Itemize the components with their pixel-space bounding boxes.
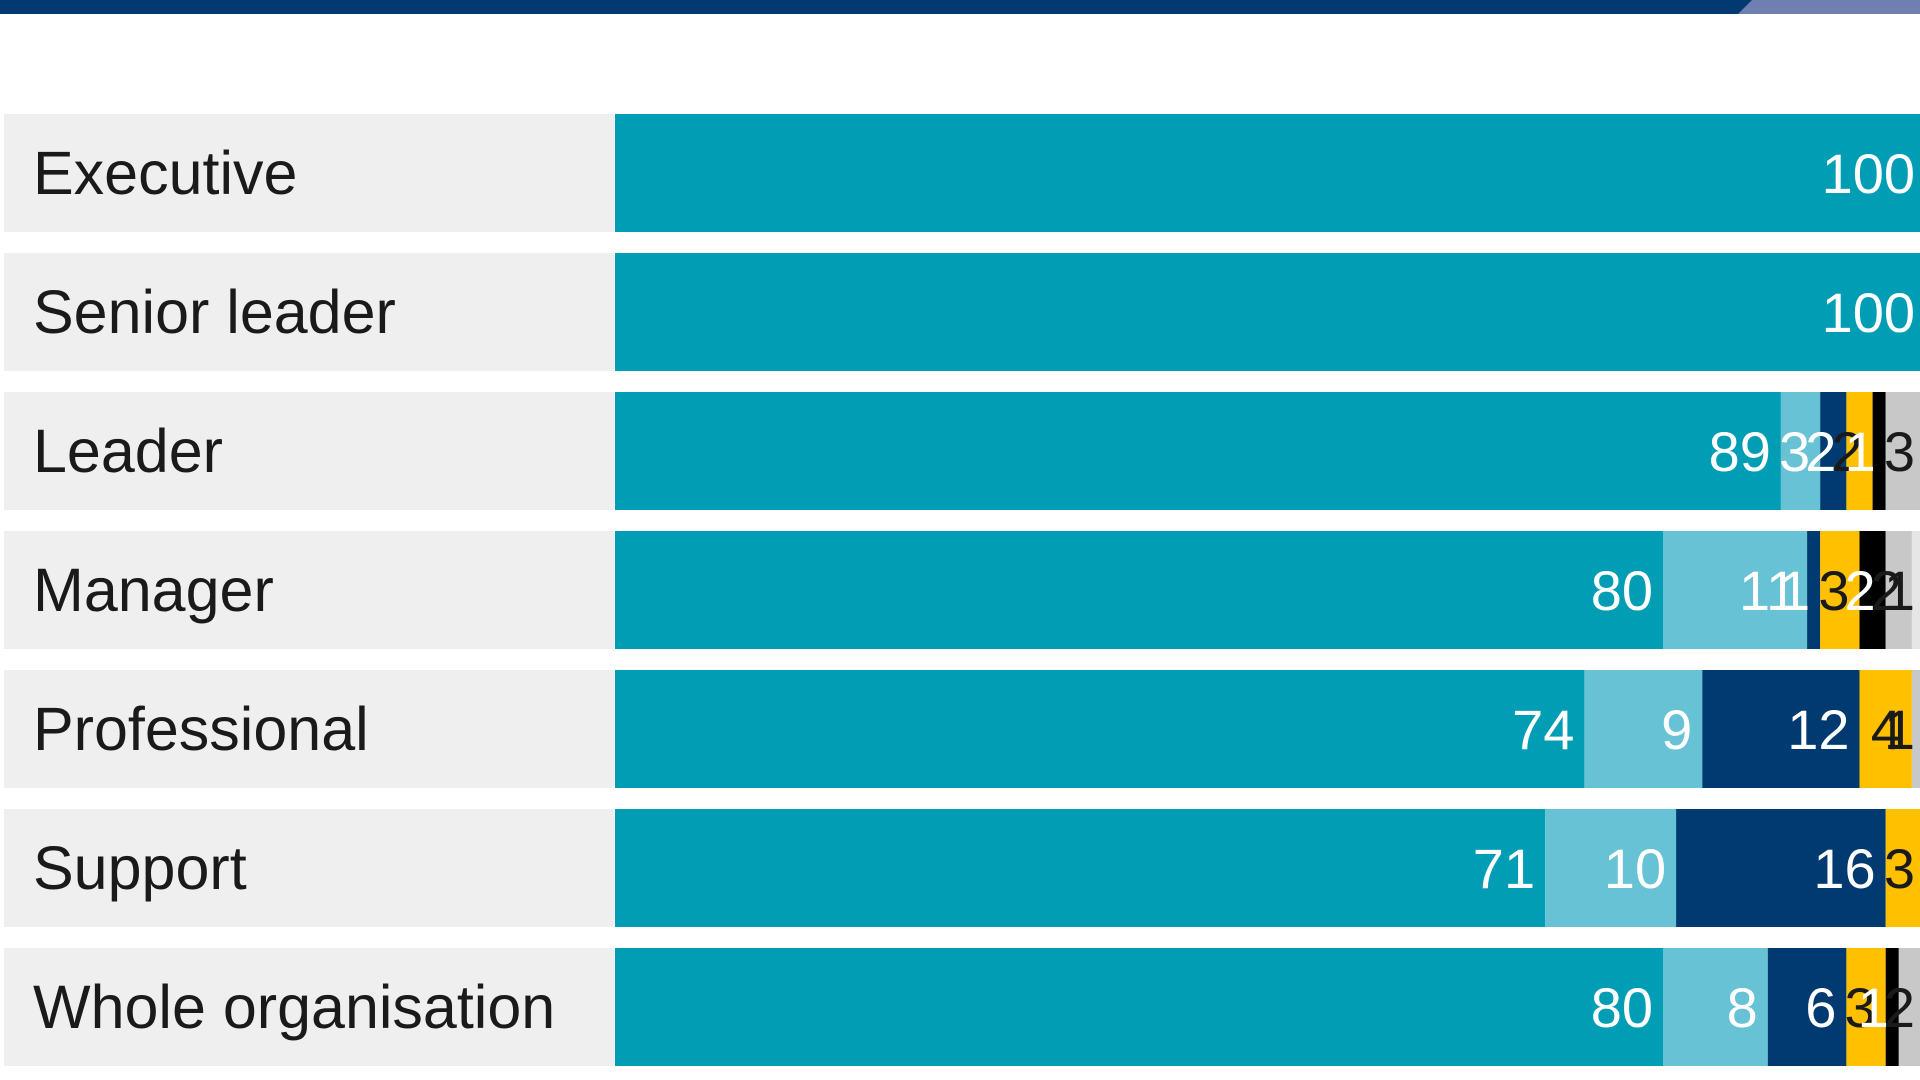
bar-segment-whole-organisation-5: [1898, 948, 1920, 1066]
row-label-bg-executive: [4, 114, 614, 232]
row-label-leader: Leader: [33, 417, 223, 485]
bar-value-label-executive-0: 100: [1822, 142, 1915, 205]
bar-value-label-manager-4: 2: [1845, 559, 1876, 622]
bar-segment-support-3: [1885, 809, 1920, 927]
bar-value-label-manager-0: 80: [1591, 559, 1653, 622]
bar-segment-manager-0: [615, 531, 1663, 649]
row-label-bg-support: [4, 809, 614, 927]
row-label-bg-professional: [4, 670, 614, 788]
bar-value-label-professional-1: 9: [1661, 698, 1692, 761]
bar-segment-whole-organisation-0: [615, 948, 1663, 1066]
bar-segment-manager-2: [1807, 531, 1821, 649]
bar-segment-whole-organisation-2: [1767, 948, 1847, 1066]
row-label-executive: Executive: [33, 139, 297, 207]
bar-value-label-whole-organisation-0: 80: [1591, 976, 1653, 1039]
bar-value-label-professional-3: 4: [1871, 698, 1902, 761]
row-label-senior-leader: Senior leader: [33, 278, 396, 346]
bar-value-label-senior-leader-0: 100: [1822, 281, 1915, 344]
bar-value-label-whole-organisation-2: 6: [1805, 976, 1836, 1039]
bar-value-label-manager-3: 3: [1818, 559, 1849, 622]
bar-segment-leader-5: [1885, 392, 1920, 510]
bar-value-label-whole-organisation-4: 1: [1858, 976, 1889, 1039]
bar-segment-leader-2: [1820, 392, 1847, 510]
bar-value-label-support-2: 16: [1813, 837, 1875, 900]
bar-value-label-support-3: 3: [1884, 837, 1915, 900]
bar-value-label-manager-5: 2: [1871, 559, 1902, 622]
bar-segment-whole-organisation-4: [1885, 948, 1899, 1066]
bar-value-label-support-0: 71: [1473, 837, 1535, 900]
row-label-bg-leader: [4, 392, 614, 510]
bar-segment-support-2: [1676, 809, 1886, 927]
bar-value-label-whole-organisation-1: 8: [1727, 976, 1758, 1039]
bar-segment-leader-1: [1780, 392, 1821, 510]
bar-value-label-professional-5: 1: [1884, 698, 1915, 761]
bar-value-label-support-1: 10: [1604, 837, 1666, 900]
row-label-whole-organisation: Whole organisation: [33, 973, 555, 1041]
row-label-bg-senior-leader: [4, 253, 614, 371]
bar-segment-professional-3: [1859, 670, 1912, 788]
header-bar-graphic: [0, 0, 1920, 14]
bar-segment-support-0: [615, 809, 1546, 927]
bar-value-label-leader-4: 1: [1845, 420, 1876, 483]
bar-value-label-leader-0: 89: [1709, 420, 1771, 483]
bar-value-label-professional-0: 74: [1512, 698, 1574, 761]
bar-segment-professional-0: [615, 670, 1585, 788]
row-label-support: Support: [33, 834, 247, 902]
bar-segment-whole-organisation-3: [1846, 948, 1886, 1066]
header-bar-main: [0, 0, 1920, 14]
bar-segment-manager-1: [1663, 531, 1808, 649]
row-label-bg-manager: [4, 531, 614, 649]
header-bar: [0, 0, 1920, 14]
bar-segment-professional-5: [1911, 670, 1920, 788]
bar-segment-senior-leader-0: [615, 253, 1920, 371]
bar-segment-executive-0: [615, 114, 1920, 232]
bar-value-label-manager-2: 1: [1779, 559, 1810, 622]
bar-value-label-manager-6: 1: [1884, 559, 1915, 622]
bar-value-label-leader-2: 2: [1805, 420, 1836, 483]
bar-value-label-whole-organisation-5: 2: [1884, 976, 1915, 1039]
bar-value-label-leader-3: 2: [1831, 420, 1862, 483]
bar-segment-manager-6: [1911, 531, 1920, 649]
header-bar-accent: [1738, 0, 1920, 14]
bar-segment-professional-2: [1702, 670, 1860, 788]
bar-segment-whole-organisation-1: [1663, 948, 1768, 1066]
bar-segment-support-1: [1545, 809, 1677, 927]
bar-value-label-professional-2: 12: [1787, 698, 1849, 761]
bar-segment-professional-1: [1584, 670, 1703, 788]
bar-value-label-leader-1: 3: [1779, 420, 1810, 483]
bar-segment-leader-3: [1846, 392, 1873, 510]
bar-segment-manager-4: [1859, 531, 1886, 649]
row-label-manager: Manager: [33, 556, 274, 624]
row-label-bg-whole-organisation: [4, 948, 614, 1066]
bar-segment-manager-5: [1885, 531, 1912, 649]
bar-value-label-manager-1: 11: [1739, 559, 1797, 622]
bar-segment-leader-0: [615, 392, 1781, 510]
bar-segment-leader-4: [1872, 392, 1886, 510]
bar-value-label-leader-5: 3: [1884, 420, 1915, 483]
bar-value-label-whole-organisation-3: 3: [1845, 976, 1876, 1039]
row-label-professional: Professional: [33, 695, 369, 763]
bar-segment-manager-3: [1820, 531, 1860, 649]
